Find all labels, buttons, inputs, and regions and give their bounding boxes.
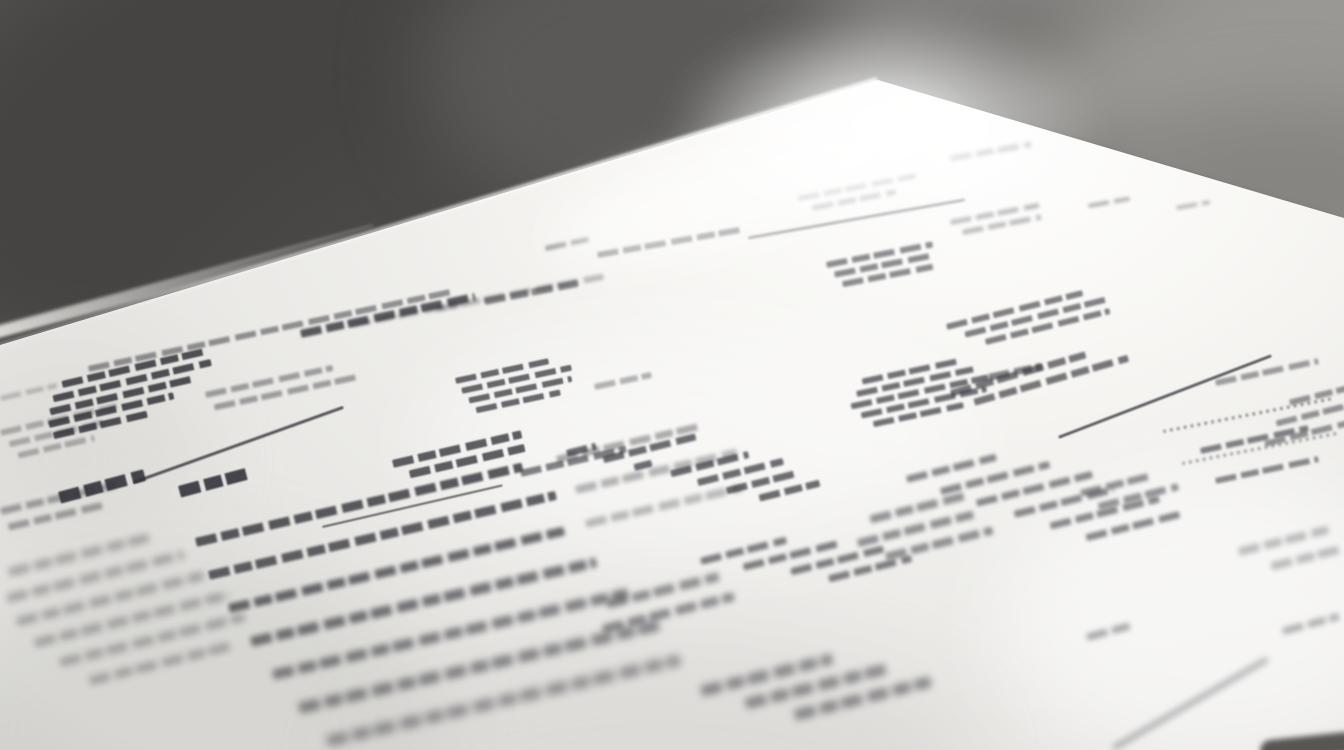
top-right-block	[826, 241, 938, 294]
center-rows	[601, 570, 738, 645]
top-dark-script-cont	[484, 279, 580, 311]
right-col-rows	[1256, 383, 1344, 458]
top-right-marks-2	[1176, 200, 1211, 216]
right-name-rows	[946, 284, 1116, 359]
top-right-marks	[1088, 196, 1131, 214]
right-upper-row	[1215, 358, 1320, 392]
section-heading-tails	[205, 360, 363, 420]
